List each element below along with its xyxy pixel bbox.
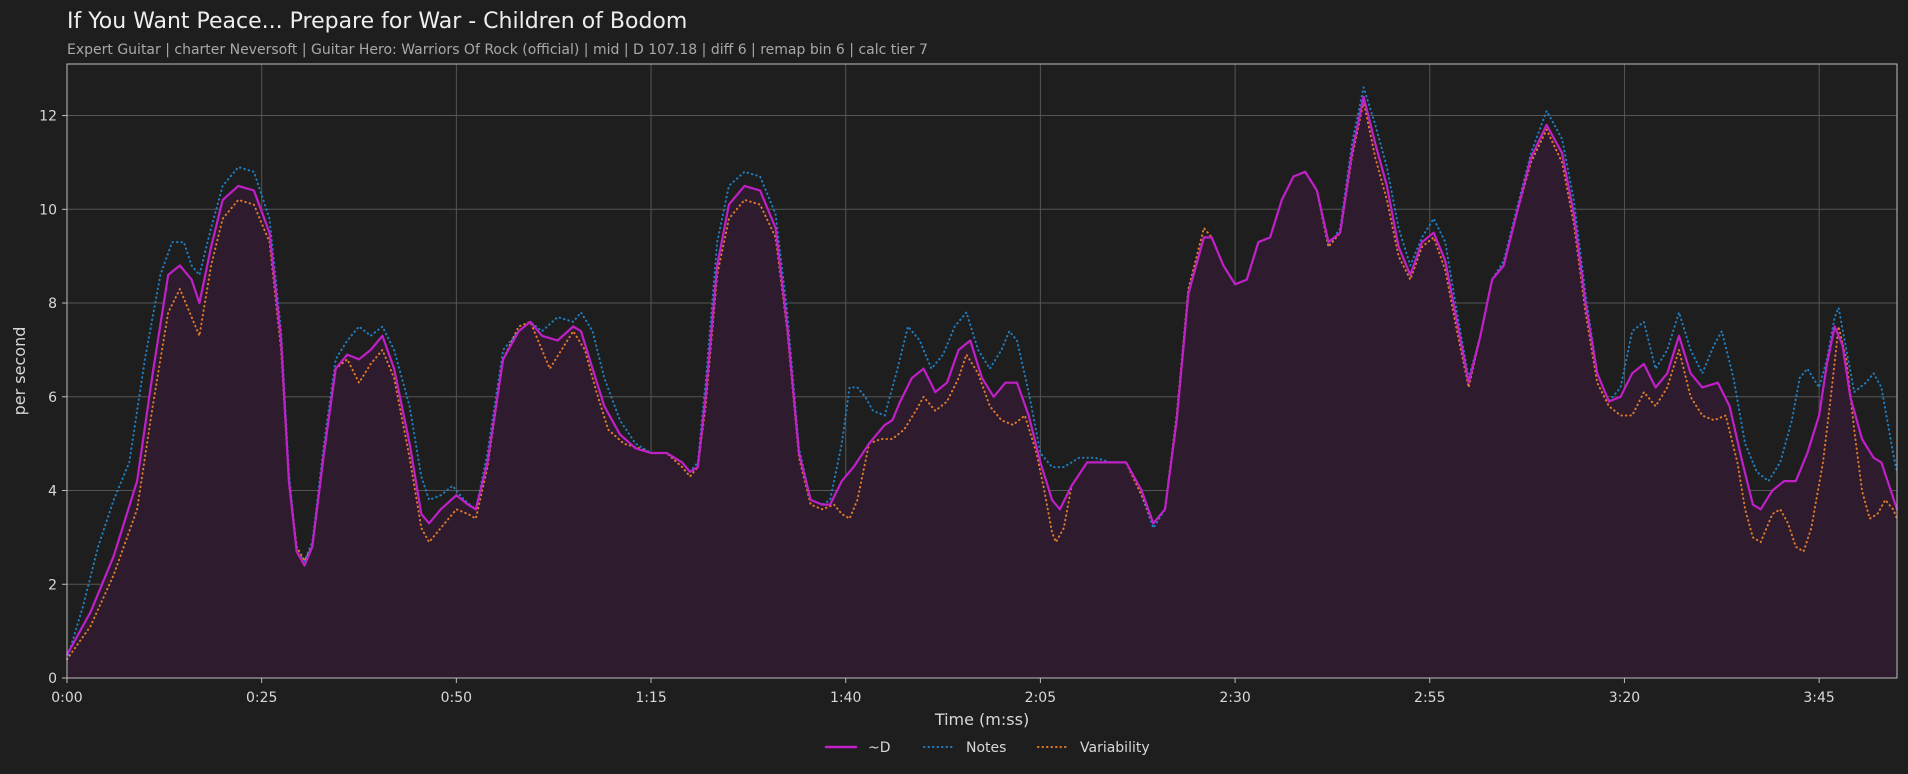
y-tick-label: 4 xyxy=(48,484,57,500)
chart-subtitle: Expert Guitar | charter Neversoft | Guit… xyxy=(67,42,928,58)
axis-ticks: 0:00 0:25 0:50 1:15 1:40 2:05 2:30 2:55 3:20 3:45… xyxy=(39,109,1835,706)
x-tick-label: 2:05 xyxy=(1025,690,1056,706)
legend-label: Variability xyxy=(1080,740,1150,756)
series-lines xyxy=(65,86,1899,661)
x-tick-label: 3:45 xyxy=(1803,690,1834,706)
series-line-variability xyxy=(66,100,1898,661)
x-tick-label: 2:55 xyxy=(1414,690,1445,706)
x-tick-label: 2:30 xyxy=(1219,690,1250,706)
series-line-notes xyxy=(66,86,1898,661)
legend-label: ~D xyxy=(868,740,891,756)
y-tick-label: 6 xyxy=(48,390,57,406)
legend-item-variability: Variability xyxy=(1037,740,1150,756)
x-tick-label: 1:40 xyxy=(830,690,861,706)
legend: ~D Notes Variability xyxy=(824,740,1150,756)
area-d xyxy=(67,96,1897,679)
x-tick-label: 3:20 xyxy=(1609,690,1640,706)
area-fill xyxy=(67,96,1897,679)
legend-item-d: ~D xyxy=(824,740,891,756)
x-tick-label: 0:25 xyxy=(246,690,277,706)
x-tick-label: 0:50 xyxy=(441,690,472,706)
series-line-d xyxy=(65,95,1899,656)
y-axis-label: per second xyxy=(10,327,29,416)
y-tick-label: 8 xyxy=(48,296,57,312)
plot-frame xyxy=(66,63,1898,679)
x-axis-label: Time (m:ss) xyxy=(934,710,1029,729)
y-tick-label: 10 xyxy=(39,202,57,218)
y-tick-label: 2 xyxy=(48,577,57,593)
legend-item-notes: Notes xyxy=(923,740,1006,756)
chart-title: If You Want Peace... Prepare for War - C… xyxy=(67,9,687,34)
x-tick-label: 0:00 xyxy=(51,690,82,706)
legend-label: Notes xyxy=(966,740,1006,756)
y-tick-label: 0 xyxy=(48,671,57,687)
x-tick-label: 1:15 xyxy=(635,690,666,706)
y-tick-label: 12 xyxy=(39,109,57,125)
